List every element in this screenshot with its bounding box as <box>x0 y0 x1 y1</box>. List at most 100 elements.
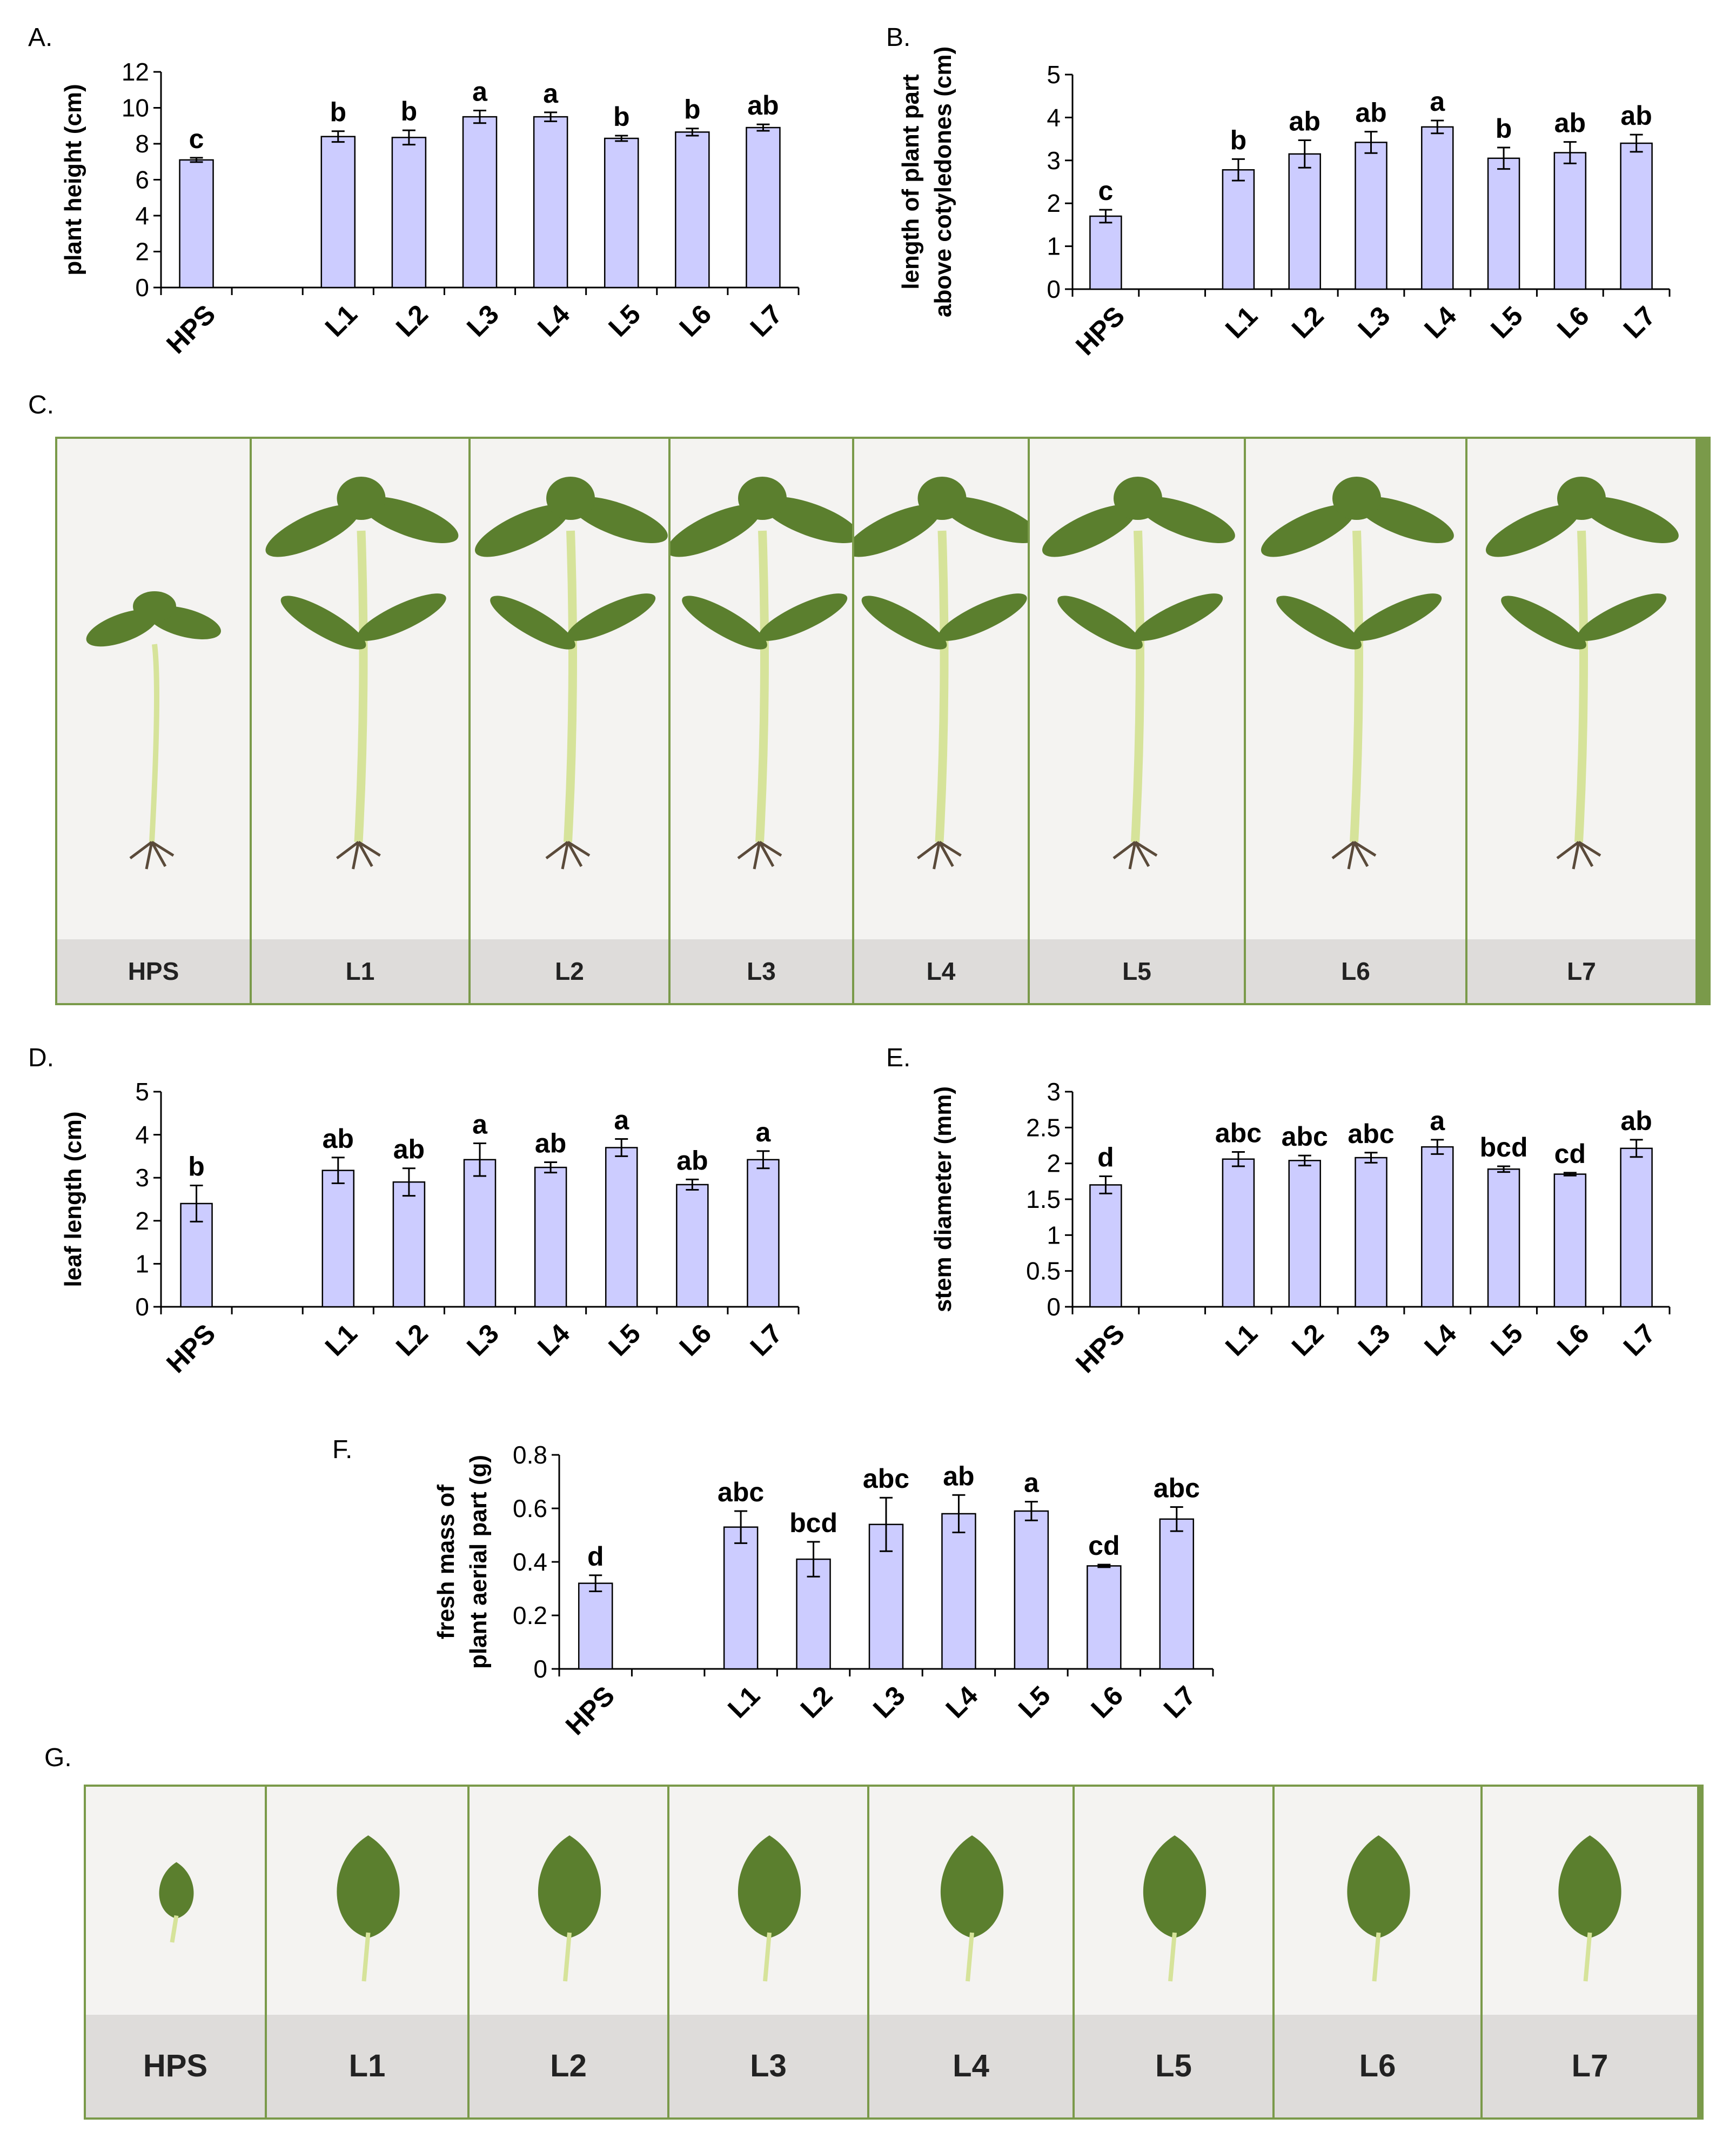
y-tick-label: 1 <box>1047 232 1061 260</box>
plant-stem <box>564 530 577 843</box>
y-tick-label: 3 <box>135 1164 149 1192</box>
plant-leaf <box>546 477 595 520</box>
y-tick-label: 2 <box>1047 189 1061 217</box>
photo-cell-l1: L1 <box>267 1787 470 2117</box>
significance-label: c <box>1098 176 1113 206</box>
x-tick-label: L3 <box>867 1680 911 1724</box>
photo-cell-l4: L4 <box>854 439 1030 1003</box>
plant-roots <box>1112 840 1158 870</box>
significance-label: abc <box>863 1464 909 1494</box>
y-tick-label: 2.5 <box>1026 1113 1061 1141</box>
plant-leaf <box>1485 504 1580 557</box>
bar <box>1620 1147 1653 1308</box>
x-tick-label: L1 <box>1219 300 1263 344</box>
plant-leaf <box>133 591 176 622</box>
significance-label: a <box>543 78 559 109</box>
significance-label: a <box>614 1105 629 1135</box>
bar <box>1288 1160 1321 1308</box>
y-tick-label: 2 <box>135 238 149 266</box>
bar <box>462 116 498 289</box>
photo-cell-l2: L2 <box>471 439 671 1003</box>
leaf-blade <box>538 1835 601 1938</box>
x-tick-label: L7 <box>745 299 788 343</box>
photo-label: L5 <box>1075 2015 1272 2117</box>
y-tick-label: 8 <box>135 130 149 158</box>
significance-label: a <box>1430 86 1445 117</box>
y-axis-label-line: length of plant part <box>897 74 924 290</box>
x-tick-label: HPS <box>1070 300 1130 361</box>
x-tick-label: L3 <box>1352 1318 1396 1362</box>
significance-label: b <box>684 95 701 125</box>
significance-label: cd <box>1554 1139 1586 1169</box>
panel-letter-g: G. <box>44 1743 72 1772</box>
chart-e: 0 0.5 1 1.5 2 2.5 3 HPS d L1 abc L2 abc L3 abc L4 a L5 bcd… <box>930 1078 1671 1379</box>
photo-strip-seedlings: HPS L1 L2 L3 L4 L5 L6 L7 <box>55 437 1711 1005</box>
x-tick-label: L4 <box>1418 1318 1462 1362</box>
panel-letter-a: A. <box>28 23 53 52</box>
significance-label: abc <box>718 1477 764 1507</box>
bar <box>1014 1510 1049 1670</box>
leaf-petiole <box>563 1932 572 1982</box>
significance-label: d <box>1097 1143 1114 1173</box>
plant-roots <box>545 840 591 870</box>
plant-stem <box>935 530 949 843</box>
y-tick-label: 0 <box>135 273 149 302</box>
bar <box>391 137 427 289</box>
x-tick-label: L3 <box>461 1318 505 1362</box>
leaf-blade <box>1143 1835 1207 1938</box>
plant-leaf <box>490 596 575 650</box>
plant-leaf <box>671 504 761 557</box>
photo-drawing <box>940 1835 1004 1982</box>
x-tick-label: HPS <box>1070 1318 1130 1379</box>
plant-roots <box>737 840 782 870</box>
leaf-petiole <box>1168 1932 1177 1982</box>
plant-leaf <box>762 496 852 544</box>
plant-stem <box>1574 530 1588 843</box>
significance-label: ab <box>535 1128 566 1159</box>
significance-label: abc <box>1154 1473 1200 1504</box>
photo-cell-l4: L4 <box>869 1787 1075 2117</box>
photo-cell-l2: L2 <box>470 1787 669 2117</box>
y-tick-label: 1.5 <box>1026 1185 1061 1213</box>
x-tick-label: L4 <box>532 299 575 343</box>
y-tick-label: 0 <box>533 1655 547 1683</box>
photo-cell-l6: L6 <box>1246 439 1467 1003</box>
leaf-petiole <box>1372 1932 1381 1982</box>
x-tick-label: L2 <box>390 1318 434 1362</box>
plant-leaf <box>1114 477 1162 520</box>
plant-leaf <box>738 477 787 520</box>
significance-label: b <box>1230 125 1247 155</box>
y-tick-label: 2 <box>135 1207 149 1235</box>
photo-cell-hps: HPS <box>86 1787 267 2117</box>
x-tick-label: L7 <box>1618 1318 1661 1362</box>
bar <box>676 1184 709 1308</box>
bar <box>1421 126 1454 290</box>
x-tick-label: L5 <box>1485 1318 1529 1362</box>
significance-label: b <box>330 97 347 128</box>
photo-drawing <box>1347 1835 1410 1982</box>
photo-drawing <box>337 1835 400 1982</box>
photo-cell-l3: L3 <box>669 1787 869 2117</box>
y-tick-label: 4 <box>135 202 149 230</box>
y-axis-label: plant height (cm) <box>60 84 86 275</box>
plant-leaf <box>1042 504 1137 557</box>
y-tick-label: 0.6 <box>513 1494 547 1522</box>
plant-leaf <box>1332 477 1381 520</box>
significance-label: abc <box>1348 1119 1394 1149</box>
photo-label: L7 <box>1483 2015 1697 2117</box>
plant-leaf <box>1577 593 1667 641</box>
plant-leaf <box>861 596 947 650</box>
plant-leaf <box>1352 593 1442 641</box>
bar <box>941 1513 976 1670</box>
x-tick-label: L4 <box>532 1318 575 1362</box>
bar <box>1222 1158 1255 1308</box>
bar <box>1620 142 1653 290</box>
photo-label: L2 <box>470 2015 667 2117</box>
x-tick-label: HPS <box>160 299 221 359</box>
y-tick-label: 3 <box>1047 1078 1061 1106</box>
x-tick-label: L6 <box>1085 1680 1129 1724</box>
photo-drawing <box>159 1862 194 1943</box>
y-tick-label: 2 <box>1047 1150 1061 1178</box>
bar <box>1089 1184 1122 1308</box>
x-tick-label: L5 <box>602 1318 646 1362</box>
